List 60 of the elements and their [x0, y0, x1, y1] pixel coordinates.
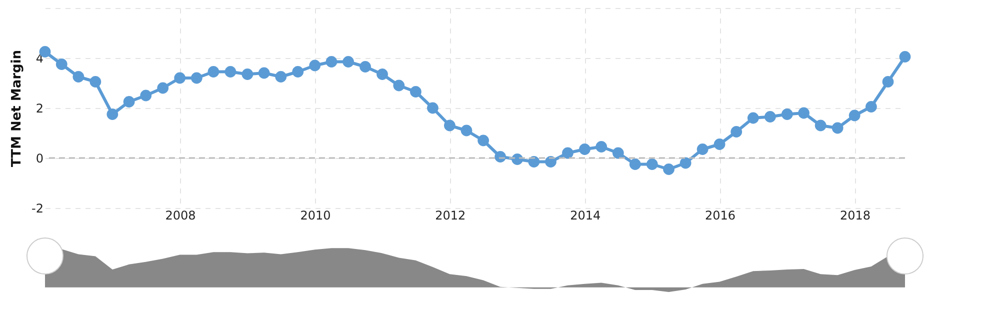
point: [663, 164, 674, 175]
point: [460, 124, 472, 136]
y-tick-label: 0: [36, 152, 44, 166]
x-tick-label: 2012: [435, 208, 466, 222]
point: [814, 120, 826, 132]
point: [865, 101, 877, 112]
point: [696, 144, 708, 155]
point: [224, 66, 236, 78]
point: [714, 138, 726, 150]
point: [376, 68, 388, 80]
point: [106, 108, 118, 120]
point: [612, 147, 624, 159]
point: [798, 107, 810, 119]
point: [781, 108, 793, 120]
point: [174, 72, 186, 84]
point: [579, 144, 590, 155]
point: [494, 151, 506, 162]
point: [208, 66, 220, 78]
point: [629, 158, 641, 170]
x-tick-label: 2016: [704, 208, 736, 222]
point: [562, 147, 574, 159]
point: [747, 112, 759, 124]
point: [140, 90, 152, 102]
point: [444, 120, 456, 132]
y-tick-label: 2: [36, 102, 44, 116]
point: [848, 110, 860, 122]
point: [157, 82, 169, 94]
point: [360, 61, 371, 72]
point: [478, 134, 490, 146]
point: [646, 158, 658, 170]
x-tick-label: 2010: [300, 208, 331, 222]
point: [680, 157, 692, 169]
x-tick-label: 2014: [570, 208, 601, 222]
point: [292, 66, 304, 78]
point: [393, 80, 405, 92]
point: [596, 141, 608, 152]
point: [730, 126, 742, 138]
point: [882, 76, 894, 88]
y-tick-label: -2: [32, 202, 44, 216]
point: [90, 76, 102, 88]
point: [545, 156, 556, 168]
point: [410, 86, 422, 98]
point: [72, 71, 84, 82]
x-tick-label: 2018: [840, 208, 871, 222]
point: [309, 60, 321, 72]
point: [275, 71, 287, 82]
point: [764, 111, 776, 122]
point: [56, 58, 68, 70]
point: [427, 102, 438, 114]
point: [190, 72, 202, 84]
point: [242, 68, 254, 80]
point: [899, 51, 911, 62]
point: [326, 56, 338, 68]
point: [832, 122, 844, 134]
point: [342, 56, 354, 68]
point: [528, 156, 540, 168]
point: [123, 96, 135, 108]
x-tick-label: 2008: [165, 208, 196, 222]
y-axis-title: TTM Net Margin: [10, 50, 25, 168]
point: [258, 67, 270, 79]
